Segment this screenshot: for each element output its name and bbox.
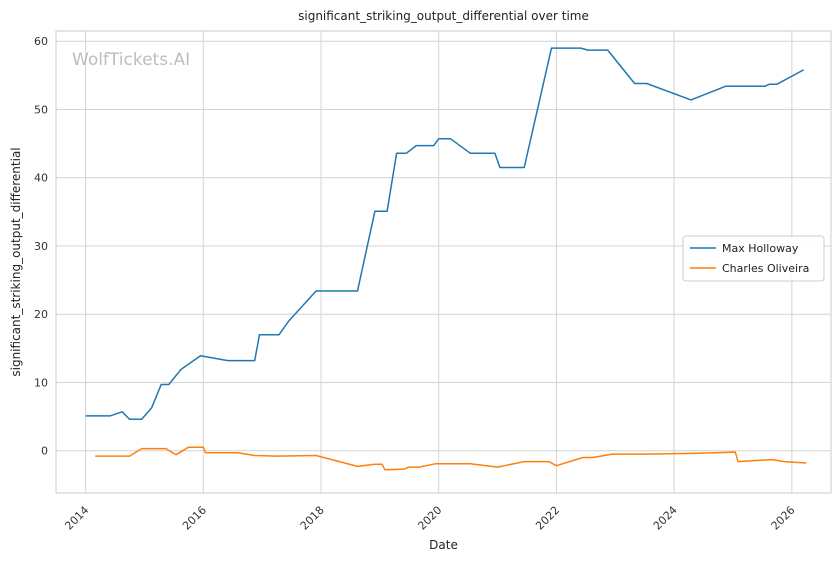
y-axis-ticks: 0 10 20 30 40 50 60 (34, 35, 48, 457)
chart-title: significant_striking_output_differential… (298, 9, 589, 23)
y-axis-label: significant_striking_output_differential (9, 147, 23, 376)
y-tick-label-10: 10 (34, 376, 48, 389)
series-lines (85, 47, 807, 471)
y-tick-label-60: 60 (34, 35, 48, 48)
y-tick-label-40: 40 (34, 172, 48, 185)
y-tick-label-50: 50 (34, 103, 48, 116)
legend-frame (682, 235, 825, 282)
y-tick-label-30: 30 (34, 240, 48, 253)
y-tick-label-0: 0 (41, 445, 48, 458)
series-line-charles-oliveira (95, 446, 807, 471)
series-line-max-holloway (85, 47, 804, 421)
plot-area-frame (55, 30, 832, 494)
legend-label-charles-oliveira: Charles Oliveira (722, 262, 809, 275)
watermark-text: WolfTickets.AI (72, 50, 190, 70)
y-tick-label-20: 20 (34, 308, 48, 321)
legend-label-max-holloway: Max Holloway (722, 242, 799, 255)
x-axis-label: Date (429, 538, 458, 552)
legend: Max Holloway Charles Oliveira (682, 235, 825, 282)
